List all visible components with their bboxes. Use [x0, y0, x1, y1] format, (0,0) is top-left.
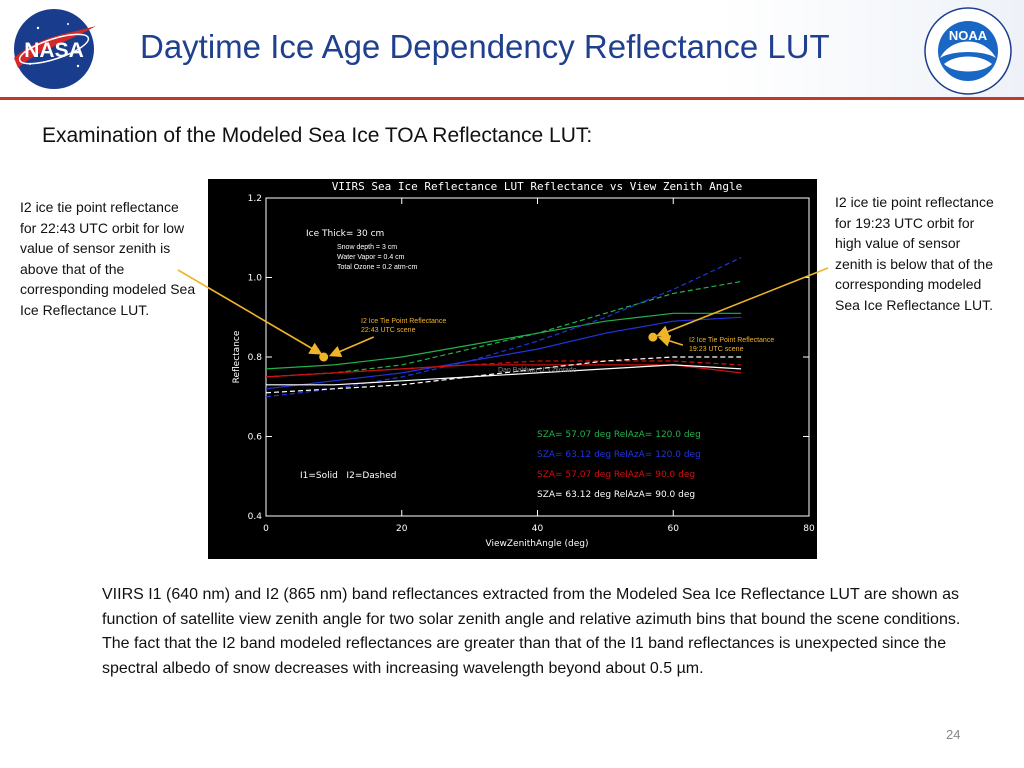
tie-point-label-2243-line2: 22:43 UTC scene — [361, 327, 416, 334]
section-subtitle: Examination of the Modeled Sea Ice TOA R… — [42, 124, 593, 147]
x-tick-label: 80 — [803, 524, 815, 534]
x-tick-label: 0 — [263, 524, 269, 534]
page-number: 24 — [946, 727, 961, 742]
y-tick-label: 1.2 — [248, 194, 262, 204]
y-tick-label: 0.4 — [248, 512, 263, 522]
chart-title: VIIRS Sea Ice Reflectance LUT Reflectanc… — [332, 180, 743, 193]
slide-caption: VIIRS I1 (640 nm) and I2 (865 nm) band r… — [102, 586, 961, 677]
y-tick-label: 0.6 — [248, 433, 263, 443]
page-title: Daytime Ice Age Dependency Reflectance L… — [140, 28, 830, 65]
x-axis-label: ViewZenithAngle (deg) — [486, 539, 589, 549]
tie-point-label-2243-line1: I2 Ice Tie Point Reflectance — [361, 318, 446, 325]
series-line-6 — [265, 360, 742, 378]
legend-entry-3: SZA= 57.07 deg RelAzA= 90.0 deg — [537, 470, 695, 480]
line-style-legend: I1=Solid I2=Dashed — [300, 471, 396, 481]
svg-text:NOAA: NOAA — [949, 28, 988, 43]
slide-header: NASA Daytime Ice Age Dependency Reflecta… — [0, 0, 1024, 97]
noaa-logo: NOAA — [924, 7, 1012, 95]
header-divider — [0, 97, 1024, 100]
y-tick-label: 0.8 — [248, 353, 263, 363]
snow-depth-label: Snow depth = 3 cm — [337, 244, 397, 251]
y-axis-label: Reflectance — [232, 330, 242, 383]
chart-credit: Dan Baldwin U. Colorado — [498, 367, 577, 374]
x-tick-label: 40 — [532, 524, 544, 534]
x-tick-label: 20 — [396, 524, 408, 534]
left-annotation: I2 ice tie point reflectance for 22:43 U… — [20, 199, 196, 318]
y-tick-label: 1.0 — [248, 274, 263, 284]
tie-point-label-1923-line2: 19:23 UTC scene — [689, 346, 744, 353]
reflectance-chart: VIIRS Sea Ice Reflectance LUT Reflectanc… — [208, 179, 817, 559]
series-line-4 — [265, 257, 742, 398]
series-line-7 — [266, 364, 742, 386]
tie-point-marker-1 — [319, 352, 329, 362]
nasa-logo: NASA — [14, 9, 96, 89]
tie-point-marker-2 — [648, 332, 658, 342]
tie-point-label-1923-line1: I2 Ice Tie Point Reflectance — [689, 337, 774, 344]
svg-text:NASA: NASA — [24, 39, 84, 62]
inner-arrow-1 — [328, 336, 374, 357]
x-tick-label: 60 — [668, 524, 680, 534]
legend-entry-4: SZA= 63.12 deg RelAzA= 90.0 deg — [537, 490, 695, 500]
series-line-2 — [265, 280, 742, 378]
water-vapor-label: Water Vapor = 0.4 cm — [337, 254, 405, 261]
total-ozone-label: Total Ozone = 0.2 atm-cm — [337, 264, 418, 271]
chart-canvas: VIIRS Sea Ice Reflectance LUT Reflectanc… — [232, 180, 815, 549]
series-line-5 — [265, 364, 742, 378]
right-annotation: I2 ice tie point reflectance for 19:23 U… — [835, 194, 994, 313]
legend-entry-1: SZA= 57.07 deg RelAzA= 120.0 deg — [537, 430, 701, 440]
inner-arrow-2 — [658, 335, 684, 347]
legend-entry-2: SZA= 63.12 deg RelAzA= 120.0 deg — [537, 450, 701, 460]
ice-thick-label: Ice Thick= 30 cm — [306, 229, 384, 239]
